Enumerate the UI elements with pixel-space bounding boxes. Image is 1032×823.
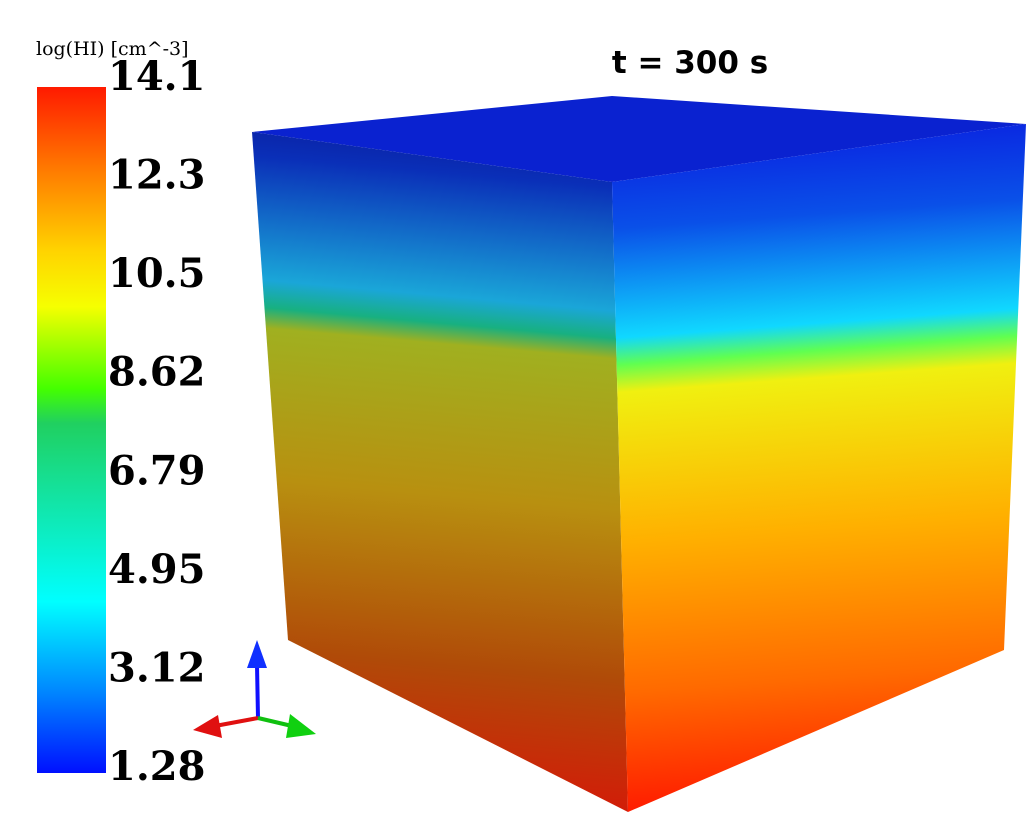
axis-y-label: Y — [293, 708, 301, 719]
colorbar — [37, 87, 106, 773]
colorbar-ticks: 14.1 12.3 10.5 8.62 6.79 4.95 3.12 1.28 — [108, 53, 205, 790]
colorbar-tick-label: 10.5 — [108, 250, 205, 297]
colorbar-tick-label: 3.12 — [108, 644, 205, 691]
colorbar-tick-label: 6.79 — [108, 447, 205, 494]
time-title: t = 300 s — [612, 45, 768, 81]
axis-x-label: X — [212, 704, 219, 715]
colorbar-tick-label: 1.28 — [108, 743, 205, 790]
colorbar-tick-label: 14.1 — [108, 53, 205, 100]
colorbar-label: log(HI) [cm^-3] — [36, 38, 189, 60]
colorbar-tick-label: 8.62 — [108, 349, 205, 396]
colorbar-tick-label: 4.95 — [108, 546, 205, 593]
cube-right-face — [612, 124, 1026, 812]
colorbar-tick-label: 12.3 — [108, 152, 205, 199]
cube-left-face — [252, 132, 628, 812]
cube-top — [252, 96, 1026, 182]
axes-triad: X Y — [193, 640, 316, 738]
